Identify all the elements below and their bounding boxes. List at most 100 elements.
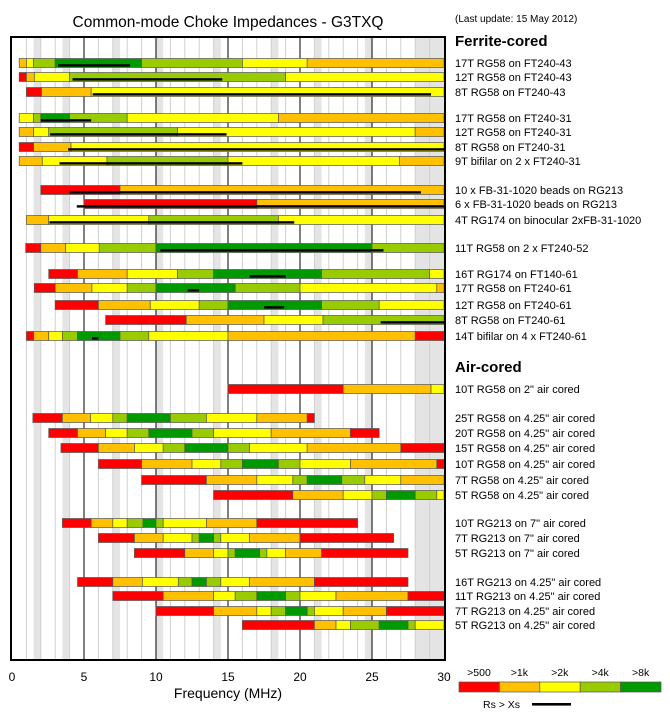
impedance-segment — [48, 331, 63, 341]
impedance-segment — [32, 413, 63, 423]
impedance-segment — [141, 577, 179, 587]
choke-row — [112, 591, 445, 601]
impedance-segment — [299, 283, 438, 293]
legend-label: >2k — [551, 667, 569, 679]
impedance-segment — [141, 58, 243, 68]
impedance-segment — [206, 577, 222, 587]
row-label: 15T RG58 on 4.25" air cored — [455, 443, 595, 455]
impedance-segment — [335, 591, 409, 601]
row-label: 7T RG213 on 7" air cored — [455, 533, 580, 545]
choke-row — [48, 428, 380, 438]
legend-swatch — [579, 681, 621, 693]
impedance-segment — [126, 518, 144, 528]
legend-swatch — [458, 681, 500, 693]
legend: >500 >1k >2k >4k >8k Rs > Xs — [458, 667, 662, 711]
impedance-segment — [90, 413, 114, 423]
row-label: 8T RG58 on FT240-61 — [455, 315, 565, 327]
rs-gt-xs-line — [69, 191, 421, 194]
impedance-segment — [263, 315, 324, 325]
choke-row — [98, 459, 445, 469]
impedance-segment — [18, 113, 34, 123]
impedance-segment — [227, 384, 344, 394]
impedance-segment — [48, 269, 78, 279]
chart-title: Common-mode Choke Impedances - G3TXQ — [73, 14, 384, 31]
impedance-segment — [54, 283, 93, 293]
impedance-segment — [285, 606, 308, 616]
row-label: 8T RG58 on FT240-43 — [455, 87, 565, 99]
impedance-segment — [177, 269, 214, 279]
impedance-segment — [77, 331, 121, 341]
choke-row — [18, 113, 445, 123]
legend-label: >8k — [632, 667, 650, 679]
choke-row — [77, 577, 409, 587]
impedance-segment — [234, 283, 301, 293]
impedance-segment — [306, 58, 445, 68]
rs-gt-xs-line — [59, 162, 243, 165]
impedance-segment — [234, 591, 258, 601]
impedance-segment — [256, 606, 272, 616]
impedance-segment — [414, 127, 445, 137]
impedance-segment — [350, 459, 438, 469]
impedance-segment — [77, 269, 128, 279]
impedance-segment — [314, 577, 409, 587]
impedance-segment — [98, 533, 135, 543]
impedance-segment — [48, 428, 78, 438]
impedance-segment — [26, 58, 34, 68]
impedance-segment — [270, 606, 286, 616]
impedance-segment — [342, 490, 373, 500]
impedance-segment — [142, 518, 157, 528]
rs-gt-xs-line — [76, 205, 445, 208]
impedance-segment — [206, 413, 258, 423]
rs-gt-xs-line — [92, 93, 432, 96]
impedance-segment — [256, 475, 294, 485]
impedance-segment — [227, 443, 250, 453]
impedance-segment — [18, 72, 27, 82]
section-title: Ferrite-cored — [455, 33, 548, 50]
impedance-segment — [184, 548, 214, 558]
plot-frame — [10, 36, 446, 661]
x-axis-label: Frequency (MHz) — [174, 685, 282, 701]
impedance-segment — [399, 156, 445, 166]
impedance-segment — [54, 300, 99, 310]
choke-row — [25, 243, 445, 253]
impedance-segment — [62, 518, 92, 528]
choke-row — [40, 185, 445, 195]
choke-row — [155, 606, 445, 616]
impedance-segment — [292, 490, 344, 500]
x-tick-label: 10 — [149, 670, 163, 684]
impedance-segment — [249, 443, 308, 453]
impedance-segment — [177, 577, 193, 587]
rs-gt-xs-line — [49, 221, 295, 224]
row-label: 11T RG213 on 4.25" air cored — [455, 591, 600, 603]
rs-gt-xs-line — [91, 337, 99, 340]
impedance-segment — [429, 269, 445, 279]
rs-gt-xs-line — [68, 148, 444, 151]
impedance-segment — [105, 315, 187, 325]
legend-label: >4k — [592, 667, 610, 679]
choke-row — [98, 533, 394, 543]
impedance-segment — [91, 283, 128, 293]
impedance-segment — [18, 142, 34, 152]
impedance-segment — [400, 475, 445, 485]
choke-row — [32, 413, 315, 423]
rs-gt-xs-line — [264, 306, 285, 309]
grid — [25, 38, 444, 659]
impedance-segment — [62, 413, 91, 423]
band-shade — [314, 38, 322, 659]
impedance-segment — [227, 548, 236, 558]
impedance-segment — [25, 243, 42, 253]
impedance-segment — [33, 331, 50, 341]
impedance-segment — [227, 331, 416, 341]
impedance-segment — [170, 413, 207, 423]
row-label: 4T RG174 on binocular 2xFB-31-1020 — [455, 215, 641, 227]
choke-row — [134, 548, 409, 558]
impedance-segment — [185, 315, 265, 325]
impedance-segment — [341, 475, 366, 485]
impedance-segment — [213, 428, 272, 438]
impedance-segment — [126, 283, 157, 293]
impedance-segment — [256, 413, 308, 423]
impedance-segment — [26, 87, 42, 97]
impedance-segment — [105, 428, 128, 438]
row-label: 16T RG174 on FT140-61 — [455, 269, 578, 281]
impedance-segment — [65, 243, 100, 253]
